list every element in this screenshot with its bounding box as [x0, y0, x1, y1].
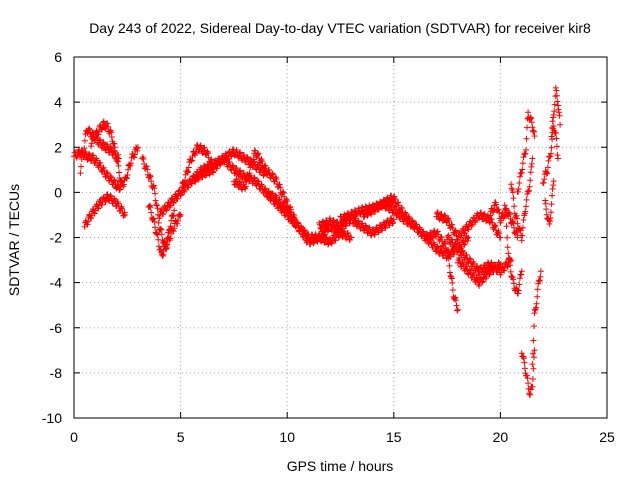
series-points: [433, 209, 504, 244]
series-points: [540, 123, 561, 187]
x-tick-label: 20: [493, 429, 509, 445]
x-axis-label: GPS time / hours: [287, 458, 394, 474]
series-points: [262, 187, 355, 248]
y-tick-label: -4: [50, 275, 63, 291]
y-axis-label: SDTVAR / TECUs: [6, 184, 22, 296]
data-points: [71, 84, 564, 398]
chart-title: Day 243 of 2022, Sidereal Day-to-day VTE…: [89, 20, 591, 36]
series-points: [514, 109, 538, 195]
y-tick-label: -8: [50, 365, 63, 381]
y-tick-label: -2: [50, 230, 63, 246]
series-points: [88, 118, 124, 185]
series-points: [518, 347, 538, 398]
series-points: [529, 268, 544, 368]
series-points: [81, 191, 129, 230]
series-points: [156, 153, 312, 242]
series-points: [145, 202, 184, 259]
y-tick-label: -6: [50, 320, 63, 336]
series-points: [401, 209, 461, 314]
series-points: [454, 255, 504, 289]
x-tick-label: 15: [386, 429, 402, 445]
x-tick-label: 25: [599, 429, 615, 445]
y-tick-label: 2: [54, 139, 62, 155]
series-points: [444, 232, 515, 278]
x-tick-label: 5: [177, 429, 185, 445]
x-tick-label: 0: [70, 429, 78, 445]
x-tick-label: 10: [279, 429, 295, 445]
y-tick-label: 0: [54, 184, 62, 200]
series-points: [508, 155, 536, 244]
y-tick-label: 6: [54, 49, 62, 65]
series-points: [548, 84, 564, 140]
series-points: [501, 202, 525, 297]
series-points: [166, 142, 216, 210]
series-points: [542, 178, 557, 227]
y-tick-label: 4: [54, 94, 62, 110]
y-tick-label: -10: [42, 410, 62, 426]
